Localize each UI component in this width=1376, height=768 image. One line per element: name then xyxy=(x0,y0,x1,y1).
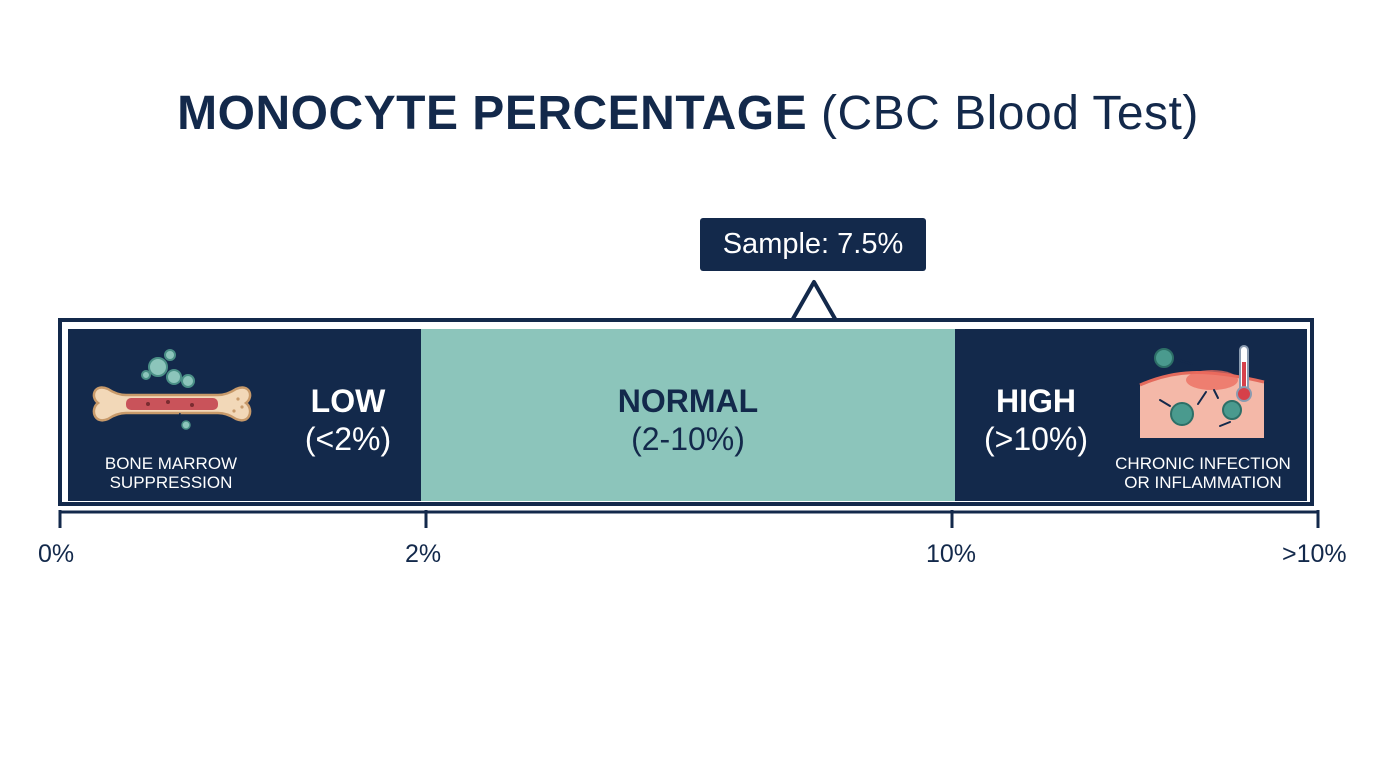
sample-callout: Sample: 7.5% xyxy=(700,218,926,271)
title-subtitle: (CBC Blood Test) xyxy=(820,87,1199,140)
zone-low-label: LOW (<2%) xyxy=(286,382,410,458)
bone-marrow-icon xyxy=(92,349,252,430)
zone-high-name: HIGH xyxy=(996,383,1076,419)
title-main: MONOCYTE PERCENTAGE xyxy=(177,87,808,140)
zone-high-caption: CHRONIC INFECTION OR INFLAMMATION xyxy=(1106,454,1300,492)
zone-high-label: HIGH (>10%) xyxy=(966,382,1106,458)
axis-line xyxy=(58,510,1320,528)
zone-low-range: (<2%) xyxy=(304,421,392,457)
page-title: MONOCYTE PERCENTAGE (CBC Blood Test) xyxy=(0,86,1376,141)
zone-normal-name: NORMAL xyxy=(617,383,759,419)
zone-low-caption: BONE MARROW SUPPRESSION xyxy=(82,454,260,492)
zone-normal-label: NORMAL (2-10%) xyxy=(568,382,808,458)
zone-normal-range: (2-10%) xyxy=(631,421,745,457)
axis-tick-label: 2% xyxy=(405,540,442,568)
zone-high-caption-line2: OR INFLAMMATION xyxy=(1124,473,1282,492)
zone-high-range: (>10%) xyxy=(983,421,1089,457)
zone-low-name: LOW xyxy=(310,383,386,419)
axis-tick-label: 0% xyxy=(38,540,75,568)
zone-high-caption-line1: CHRONIC INFECTION xyxy=(1115,454,1291,473)
zone-low-caption-line2: SUPPRESSION xyxy=(109,473,233,492)
zone-low-caption-line1: BONE MARROW xyxy=(104,454,238,473)
inflammation-icon xyxy=(1139,345,1265,438)
axis-tick-label: >10% xyxy=(1282,540,1347,568)
zone-normal xyxy=(421,329,955,501)
axis-tick-label: 10% xyxy=(926,540,977,568)
